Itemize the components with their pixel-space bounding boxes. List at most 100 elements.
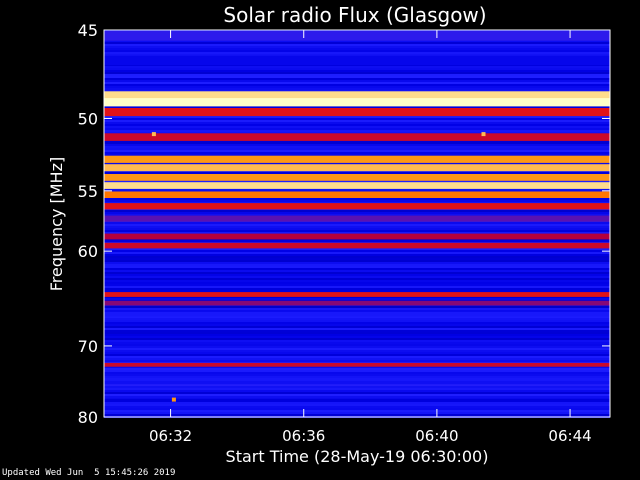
background-row: [104, 310, 610, 312]
background-row: [104, 132, 610, 134]
background-row: [104, 84, 610, 86]
x-tick-label: 06:44: [548, 427, 591, 445]
background-row: [104, 214, 610, 216]
background-row: [104, 404, 610, 406]
background-row: [104, 266, 610, 268]
y-tick-label: 45: [78, 21, 98, 40]
background-row: [104, 316, 610, 318]
background-row: [104, 410, 610, 412]
background-row: [104, 80, 610, 82]
background-row: [104, 262, 610, 264]
background-row: [104, 298, 610, 300]
x-axis: 06:32 06:36 06:40 06:44: [149, 30, 592, 445]
background-row: [104, 128, 610, 130]
background-row: [104, 248, 610, 250]
background-row: [104, 212, 610, 214]
updated-timestamp: Updated Wed Jun 5 15:45:26 2019: [2, 468, 176, 478]
frequency-band: [104, 300, 610, 306]
frequency-band: [104, 233, 610, 240]
background-row: [104, 198, 610, 200]
background-row: [104, 260, 610, 262]
background-row: [104, 272, 610, 274]
background-row: [104, 172, 610, 174]
background-row: [104, 188, 610, 190]
background-row: [104, 250, 610, 252]
background-row: [104, 412, 610, 414]
background-row: [104, 44, 610, 46]
background-row: [104, 406, 610, 408]
x-axis-label: Start Time (28-May-19 06:30:00): [226, 447, 489, 466]
plot-area: [104, 30, 610, 418]
background-row: [104, 74, 610, 76]
background-row: [104, 40, 610, 42]
background-row: [104, 222, 610, 224]
background-row: [104, 340, 610, 342]
background-row: [104, 396, 610, 398]
background-row: [104, 376, 610, 378]
background-row: [104, 408, 610, 410]
background-row: [104, 200, 610, 202]
background-row: [104, 286, 610, 288]
background-row: [104, 296, 610, 298]
emission-spot: [481, 132, 486, 137]
y-tick-label: 55: [78, 182, 98, 201]
background-row: [104, 146, 610, 148]
x-tick-label: 06:40: [415, 427, 458, 445]
background-row: [104, 372, 610, 374]
background-row: [104, 82, 610, 84]
frequency-band: [104, 311, 610, 317]
background-row: [104, 202, 610, 204]
background-row: [104, 254, 610, 256]
frequency-band: [104, 55, 610, 65]
background-row: [104, 148, 610, 150]
background-row: [104, 54, 610, 56]
chart-title: Solar radio Flux (Glasgow): [223, 3, 486, 27]
background-row: [104, 252, 610, 254]
background-row: [104, 270, 610, 272]
emission-spot: [151, 132, 156, 137]
background-row: [104, 116, 610, 118]
emission-spot: [171, 397, 176, 402]
background-row: [104, 118, 610, 120]
background-row: [104, 394, 610, 396]
background-row: [104, 264, 610, 266]
background-row: [104, 240, 610, 242]
background-row: [104, 66, 610, 68]
frequency-band: [104, 398, 610, 402]
background-row: [104, 366, 610, 368]
background-row: [104, 346, 610, 348]
background-row: [104, 280, 610, 282]
background-row: [104, 282, 610, 284]
background-row: [104, 276, 610, 278]
background-row: [104, 342, 610, 344]
background-row: [104, 288, 610, 290]
frequency-band: [104, 98, 610, 107]
background-row: [104, 210, 610, 212]
background-row: [104, 290, 610, 292]
background-row: [104, 180, 610, 182]
background-row: [104, 72, 610, 74]
background-row: [104, 368, 610, 370]
background-row: [104, 126, 610, 128]
background-row: [104, 384, 610, 386]
frequency-band: [104, 191, 610, 198]
background-row: [104, 142, 610, 144]
background-row: [104, 52, 610, 54]
background-row: [104, 322, 610, 324]
background-row: [104, 152, 610, 154]
background-row: [104, 354, 610, 356]
frequency-band: [104, 292, 610, 297]
frequency-band: [104, 133, 610, 141]
background-row: [104, 154, 610, 156]
background-row: [104, 76, 610, 78]
frequency-band: [104, 203, 610, 210]
plot-frame: [103, 29, 611, 418]
background-row: [104, 144, 610, 146]
background-row: [104, 258, 610, 260]
background-row: [104, 378, 610, 380]
background-row: [104, 256, 610, 258]
background-row: [104, 228, 610, 230]
background-row: [104, 230, 610, 232]
background-row: [104, 140, 610, 142]
